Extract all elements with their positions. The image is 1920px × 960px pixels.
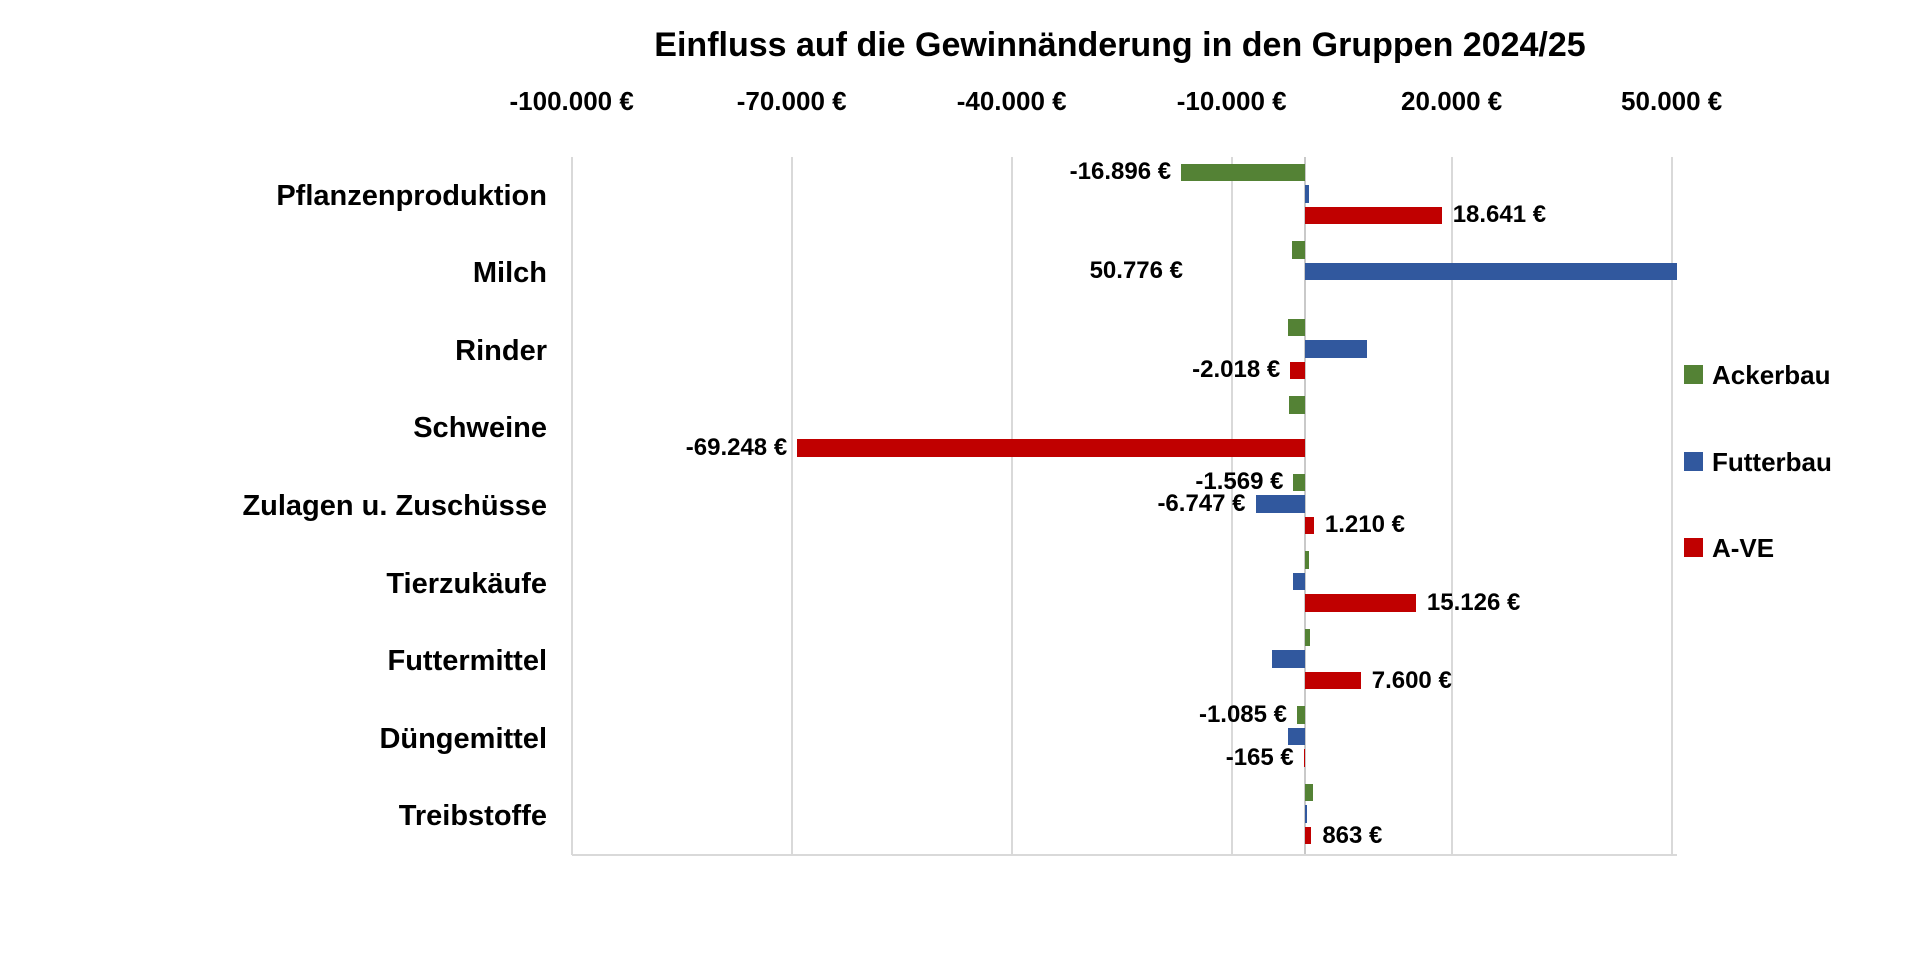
- bar-value-label: -16.896 €: [1069, 158, 1172, 186]
- bar-futterbau-2: [1305, 340, 1367, 358]
- bar-a-ve-0: [1305, 206, 1442, 224]
- bar-value-label: 863 €: [1322, 821, 1383, 849]
- bar-a-ve-8: [1305, 826, 1312, 845]
- x-axis-tick-label: 20.000 €: [1401, 86, 1503, 116]
- category-label: Rinder: [455, 334, 547, 367]
- bar-value-label: 50.776 €: [1089, 257, 1183, 285]
- category-label: Schweine: [413, 412, 547, 445]
- bar-ackerbau-3: [1288, 396, 1305, 414]
- legend-label-futterbau: Futterbau: [1712, 447, 1832, 477]
- category-label: Tierzukäufe: [386, 567, 547, 600]
- bar-futterbau-4: [1255, 495, 1305, 513]
- bar-futterbau-1: [1305, 262, 1678, 281]
- category-label: Futtermittel: [387, 645, 548, 678]
- bar-ackerbau-5: [1305, 551, 1310, 569]
- chart-title: Einfluss auf die Gewinnänderung in den G…: [654, 26, 1586, 64]
- bar-futterbau-6: [1272, 650, 1305, 668]
- bar-a-ve-3: [797, 439, 1305, 457]
- category-label: Treibstoffe: [398, 800, 547, 833]
- bar-a-ve-4: [1305, 516, 1314, 535]
- grid-line: [790, 157, 793, 855]
- grid-line: [570, 157, 573, 855]
- x-axis-tick-label: -40.000 €: [956, 86, 1067, 116]
- x-axis-tick-label: -100.000 €: [509, 86, 634, 116]
- bar-a-ve-7: [1303, 749, 1306, 767]
- bar-ackerbau-2: [1288, 318, 1305, 337]
- bar-ackerbau-8: [1305, 783, 1314, 802]
- bar-value-label: 7.600 €: [1371, 666, 1452, 694]
- bar-futterbau-7: [1288, 727, 1305, 746]
- zero-axis-line: [1304, 157, 1306, 855]
- x-axis-tick-label: 50.000 €: [1621, 86, 1723, 116]
- bar-ackerbau-4: [1293, 473, 1305, 492]
- bar-a-ve-6: [1305, 671, 1361, 690]
- x-axis-tick-label: -70.000 €: [736, 86, 847, 116]
- grid-line: [1230, 157, 1233, 855]
- bar-value-label: 1.210 €: [1324, 511, 1405, 539]
- bar-value-label: -1.569 €: [1195, 468, 1284, 496]
- legend-swatch-futterbau: [1684, 452, 1703, 471]
- grid-line: [1670, 157, 1673, 855]
- bar-ackerbau-6: [1305, 628, 1311, 647]
- x-axis-line: [572, 854, 1677, 856]
- bar-value-label: -2.018 €: [1192, 356, 1281, 384]
- bar-value-label: 15.126 €: [1426, 589, 1521, 617]
- bar-futterbau-5: [1292, 572, 1305, 591]
- legend-swatch-ackerbau: [1684, 365, 1703, 384]
- legend-swatch-a-ve: [1684, 538, 1703, 557]
- bar-ackerbau-7: [1297, 706, 1305, 724]
- bar-value-label: -1.085 €: [1198, 701, 1288, 729]
- bar-value-label: 18.641 €: [1452, 201, 1547, 229]
- bar-value-label: -69.248 €: [685, 433, 788, 461]
- bar-futterbau-8: [1305, 805, 1308, 823]
- grid-line: [1450, 157, 1453, 855]
- bar-ackerbau-0: [1181, 163, 1305, 181]
- x-axis-tick-label: -10.000 €: [1176, 86, 1287, 116]
- bar-value-label: -6.747 €: [1157, 489, 1246, 517]
- bar-ackerbau-1: [1291, 241, 1305, 259]
- legend-label-ackerbau: Ackerbau: [1712, 360, 1831, 390]
- category-label: Pflanzenproduktion: [276, 179, 547, 212]
- bar-a-ve-2: [1290, 361, 1305, 380]
- legend-label-a-ve: A-VE: [1712, 533, 1775, 563]
- category-label: Milch: [472, 257, 547, 290]
- category-label: Düngemittel: [379, 722, 547, 755]
- category-label: Zulagen u. Zuschüsse: [242, 490, 547, 522]
- bar-a-ve-5: [1305, 594, 1416, 612]
- bar-value-label: -165 €: [1225, 744, 1294, 772]
- bar-futterbau-0: [1305, 185, 1310, 203]
- grid-line: [1010, 157, 1013, 855]
